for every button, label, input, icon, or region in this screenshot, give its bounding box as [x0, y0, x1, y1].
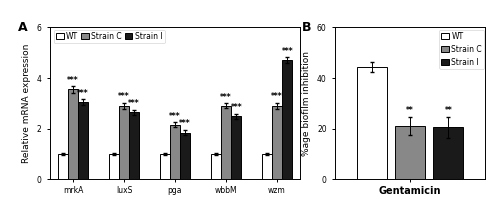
Text: ***: *** [78, 89, 89, 97]
Text: A: A [18, 21, 27, 34]
Bar [129, 112, 140, 179]
Text: B: B [302, 21, 312, 34]
Bar [170, 125, 180, 179]
Text: ***: *** [169, 112, 181, 121]
Bar [68, 89, 78, 179]
Text: ***: *** [67, 76, 79, 85]
Text: ***: *** [118, 92, 130, 101]
Y-axis label: Relative mRNA expression: Relative mRNA expression [22, 44, 31, 163]
Bar [282, 60, 292, 179]
Bar [434, 127, 464, 179]
Bar [160, 154, 170, 179]
Bar [221, 106, 231, 179]
Bar [180, 133, 190, 179]
Bar [58, 154, 68, 179]
Bar [262, 154, 272, 179]
Text: **: ** [444, 106, 452, 115]
Bar [395, 126, 425, 179]
Legend: WT, Strain C, Strain I: WT, Strain C, Strain I [54, 30, 164, 43]
Text: ***: *** [180, 119, 191, 128]
Bar [231, 116, 241, 179]
Y-axis label: %age biofilm inhibition: %age biofilm inhibition [302, 51, 312, 156]
Legend: WT, Strain C, Strain I: WT, Strain C, Strain I [439, 30, 484, 69]
Bar [356, 67, 386, 179]
Bar [78, 102, 88, 179]
Text: ***: *** [128, 99, 140, 108]
Bar [272, 106, 282, 179]
Text: **: ** [406, 106, 414, 115]
Bar [210, 154, 221, 179]
Text: ***: *** [282, 47, 293, 56]
Text: ***: *** [271, 92, 283, 101]
Text: ***: *** [220, 93, 232, 102]
Bar [108, 154, 119, 179]
Text: ***: *** [230, 103, 242, 112]
Bar [119, 106, 129, 179]
